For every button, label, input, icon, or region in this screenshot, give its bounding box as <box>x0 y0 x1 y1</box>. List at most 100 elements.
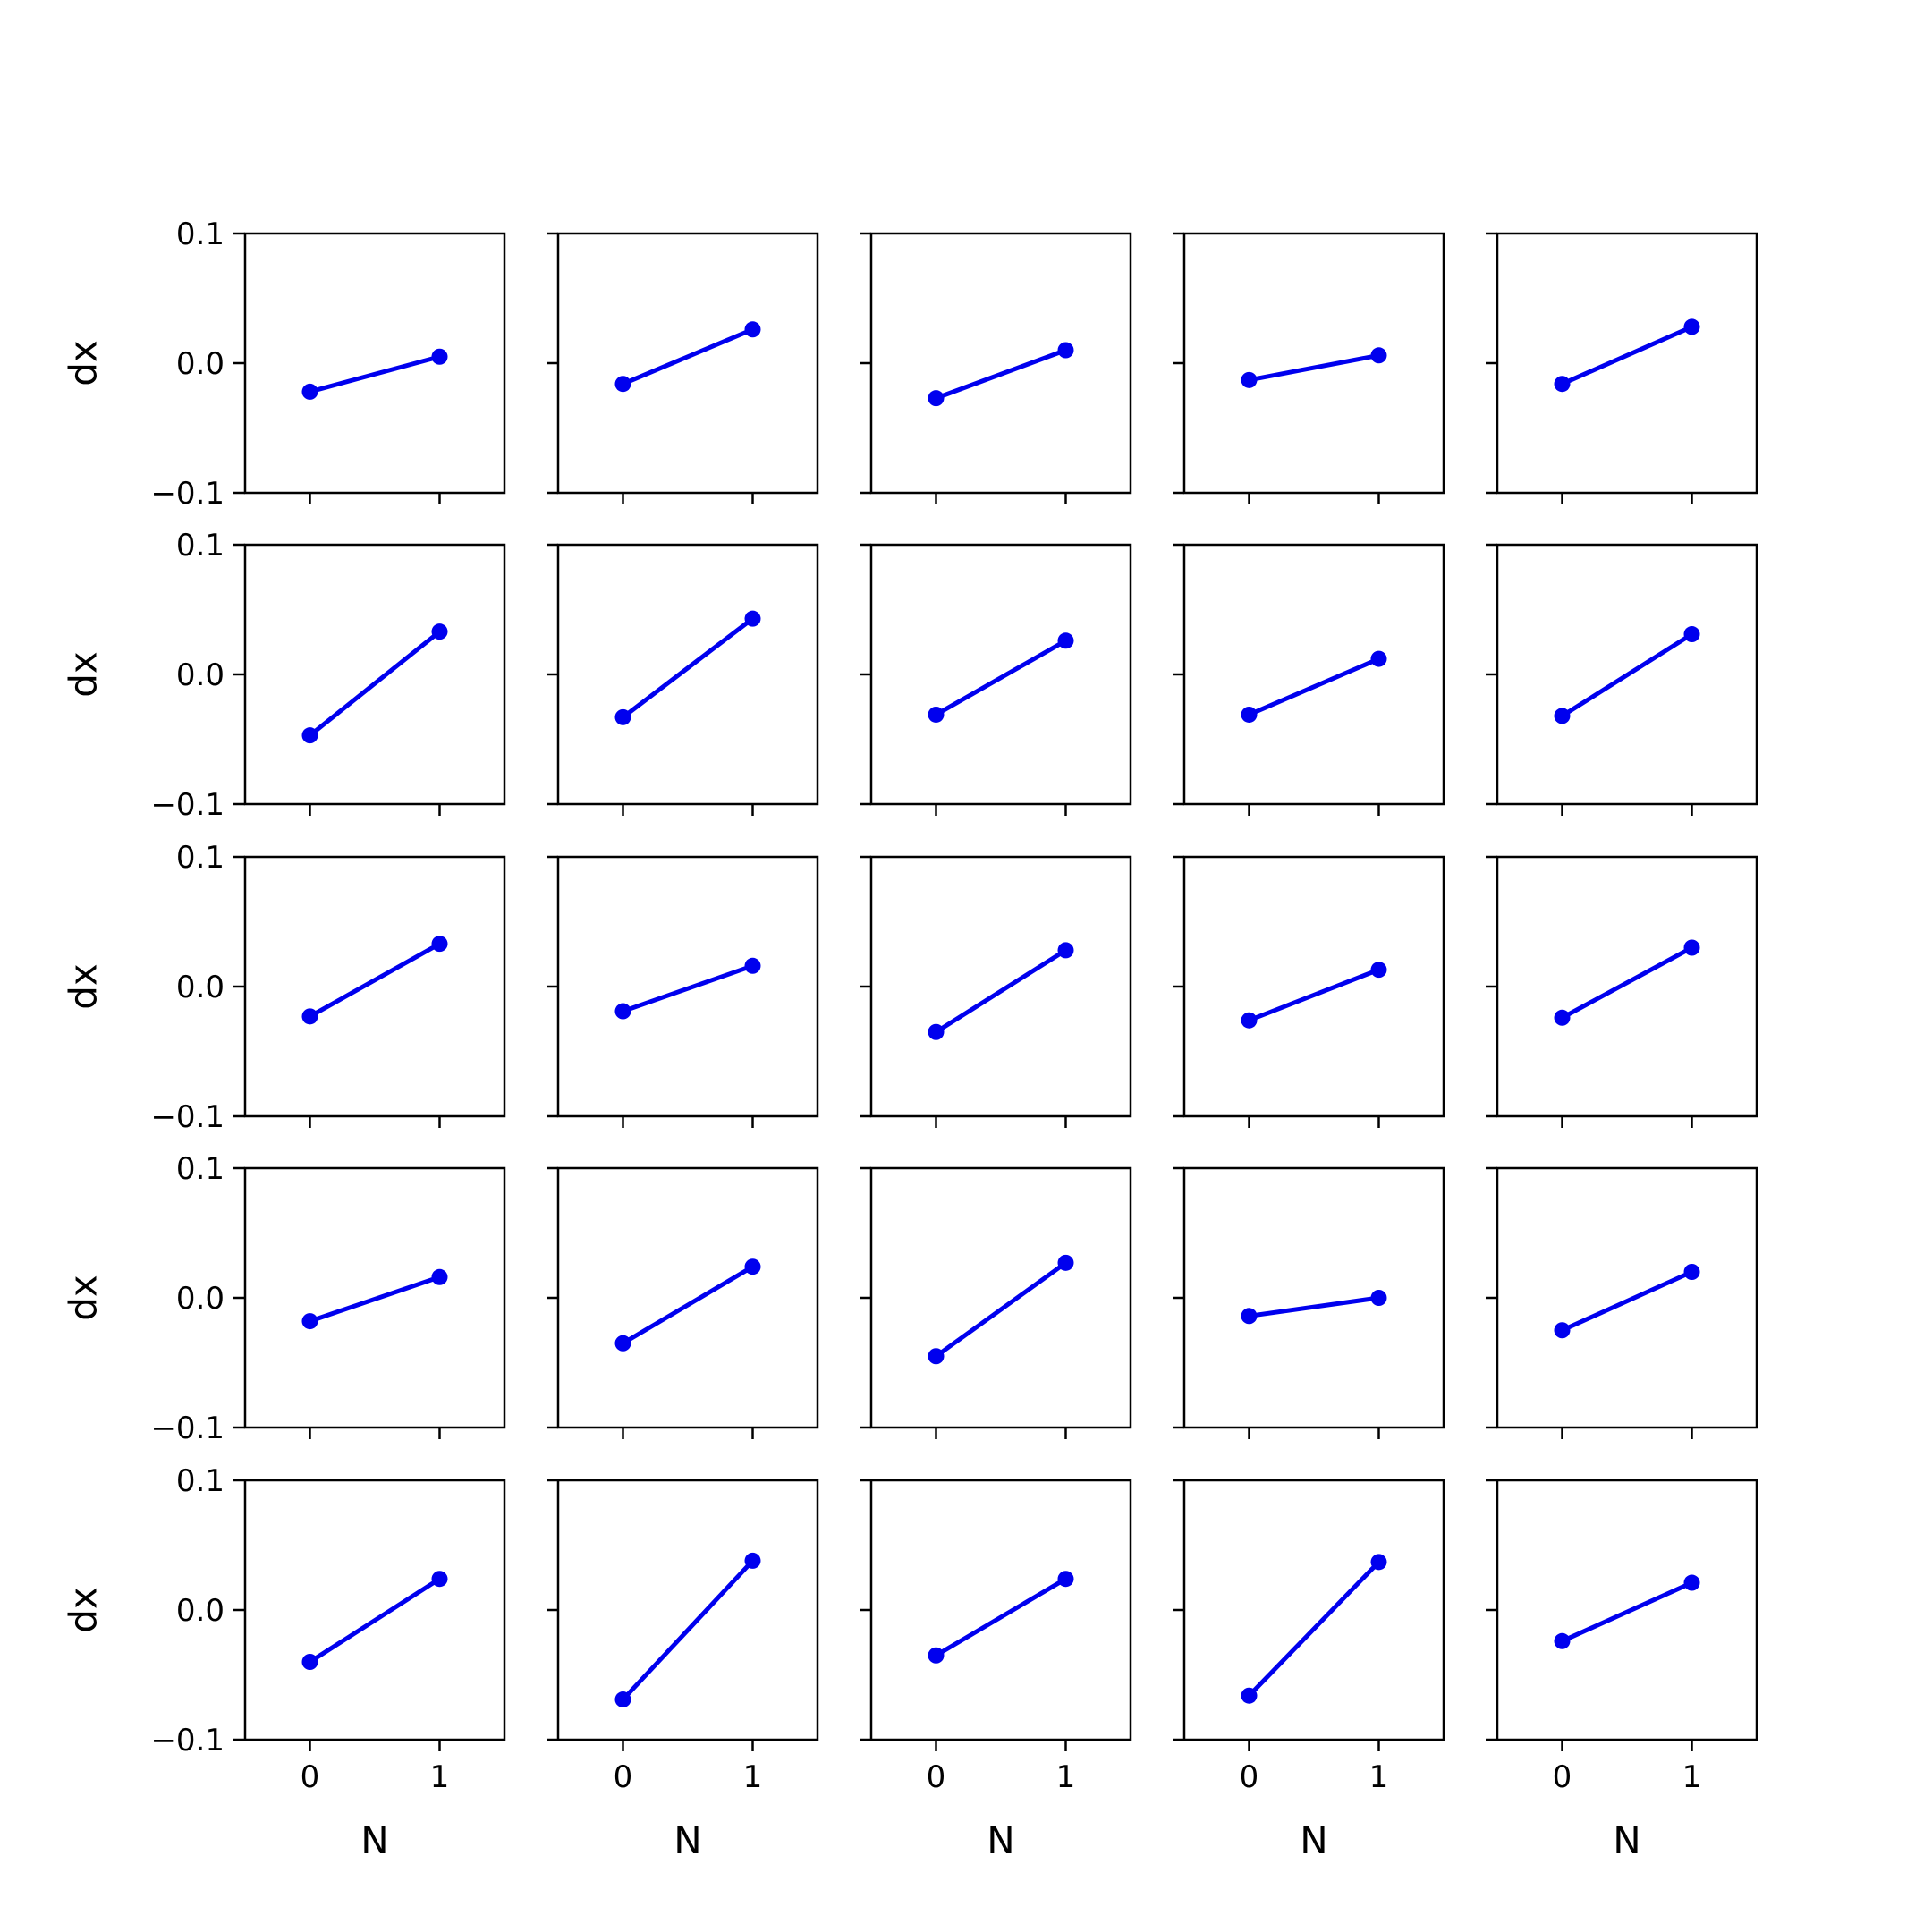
data-point <box>1241 706 1258 723</box>
y-tick-label: 0.0 <box>176 657 225 693</box>
axes-frame <box>1182 1479 1445 1741</box>
series-line <box>621 616 755 719</box>
data-point <box>431 623 448 640</box>
x-axis-label: N <box>674 1818 701 1862</box>
axes-frame <box>1182 543 1445 806</box>
data-point <box>431 936 448 953</box>
data-point <box>301 727 318 744</box>
x-tick-label: 1 <box>743 1759 763 1795</box>
data-point <box>1554 708 1571 724</box>
axes-frame <box>1496 232 1758 495</box>
data-point <box>1370 650 1387 667</box>
data-point <box>744 957 761 974</box>
subplot-3-5 <box>1486 855 1758 1128</box>
subplot-1-2 <box>547 232 819 504</box>
x-tick-label: 1 <box>430 1759 450 1795</box>
data-point <box>614 1335 631 1352</box>
axes-frame <box>556 855 819 1118</box>
data-point <box>301 1008 318 1025</box>
y-tick-label: −0.1 <box>150 476 225 512</box>
data-point <box>1057 342 1074 359</box>
subplot-5-3: 0 1 N <box>860 1479 1132 1862</box>
x-axis-label: N <box>360 1818 388 1862</box>
data-point <box>301 383 318 400</box>
y-tick-label: 0.1 <box>176 216 225 252</box>
axes-frame <box>1496 855 1758 1118</box>
data-point <box>1057 1571 1074 1588</box>
y-tick-label: 0.1 <box>176 528 225 564</box>
y-axis-label: dx <box>62 1275 106 1321</box>
data-point <box>614 1691 631 1708</box>
series-line <box>935 948 1067 1034</box>
y-axis-label: dx <box>62 340 106 386</box>
subplot-2-2 <box>547 543 819 816</box>
axes-frame <box>869 543 1132 806</box>
data-point <box>928 1348 945 1365</box>
data-point <box>1057 942 1074 959</box>
series-line <box>1561 1269 1693 1333</box>
data-point <box>1370 1290 1387 1306</box>
subplot-4-5 <box>1486 1166 1758 1439</box>
panels-layer: 0.10.0−0.1dx0.10.0−0.1dx0.10.0−0.1dx0.10… <box>62 216 1758 1862</box>
y-tick-label: −0.1 <box>150 1723 225 1758</box>
axes-frame <box>1496 1166 1758 1429</box>
x-tick-label: 1 <box>1369 1759 1389 1795</box>
y-tick-label: 0.0 <box>176 346 225 382</box>
data-point <box>431 1268 448 1285</box>
series-line <box>309 941 441 1019</box>
data-point <box>1554 376 1571 393</box>
subplot-5-2: 0 1 N <box>547 1479 819 1862</box>
data-point <box>431 1571 448 1588</box>
series-line <box>309 1275 441 1324</box>
series-line <box>1561 945 1693 1020</box>
data-point <box>928 1647 945 1664</box>
axes-frame <box>1182 1166 1445 1429</box>
y-tick-label: −0.1 <box>150 787 225 823</box>
axes-frame <box>869 1479 1132 1741</box>
data-point <box>1241 1308 1258 1325</box>
subplot-3-1: 0.1 0.0 −0.1 dx <box>62 840 506 1135</box>
series-line <box>935 1260 1067 1359</box>
x-axis-label: N <box>1300 1818 1327 1862</box>
subplot-1-4 <box>1173 232 1445 504</box>
axes-frame <box>556 1166 819 1429</box>
axes-frame <box>1182 855 1445 1118</box>
series-line <box>935 639 1067 717</box>
y-tick-label: 0.0 <box>176 1593 225 1629</box>
data-point <box>1554 1322 1571 1339</box>
subplot-2-5 <box>1486 543 1758 816</box>
series-line <box>935 348 1067 401</box>
series-line <box>308 630 442 738</box>
axes-frame <box>556 232 819 495</box>
y-tick-label: −0.1 <box>150 1099 225 1135</box>
x-axis-label: N <box>1613 1818 1640 1862</box>
y-axis-label: dx <box>62 963 106 1010</box>
subplot-5-4: 0 1 N <box>1173 1479 1445 1862</box>
series-line <box>622 1265 754 1345</box>
x-tick-label: 1 <box>1682 1759 1702 1795</box>
series-line <box>1561 325 1693 386</box>
axes-frame <box>1182 232 1445 495</box>
series-line <box>622 963 754 1013</box>
x-tick-label: 0 <box>927 1759 946 1795</box>
y-tick-label: −0.1 <box>150 1411 225 1446</box>
data-point <box>1554 1009 1571 1026</box>
data-point <box>928 1023 945 1040</box>
axes-frame <box>243 1166 506 1429</box>
axes-frame <box>243 855 506 1118</box>
data-point <box>928 706 945 723</box>
subplot-2-4 <box>1173 543 1445 816</box>
subplot-1-3 <box>860 232 1132 504</box>
y-axis-label: dx <box>62 651 106 698</box>
series-line <box>309 1577 441 1665</box>
data-point <box>744 1552 761 1569</box>
series-line <box>621 1559 755 1701</box>
data-point <box>301 1313 318 1330</box>
data-point <box>1370 962 1387 979</box>
data-point <box>614 376 631 393</box>
data-point <box>431 348 448 365</box>
x-tick-label: 1 <box>1056 1759 1076 1795</box>
data-point <box>1683 1574 1700 1591</box>
series-line <box>1248 657 1380 717</box>
